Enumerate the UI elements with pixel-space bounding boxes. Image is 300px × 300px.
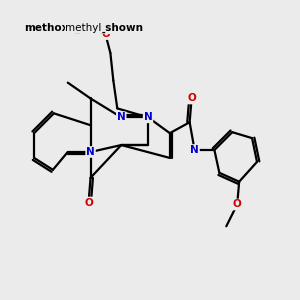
Text: O: O [101,29,110,39]
Text: N: N [117,112,126,122]
Text: O: O [84,197,93,208]
Text: methyl: methyl [65,23,102,33]
Text: O: O [233,200,242,209]
Text: O: O [187,94,196,103]
Text: N: N [144,112,152,122]
Text: N: N [190,145,199,155]
Text: methoxy_not_shown: methoxy_not_shown [24,23,143,33]
Text: N: N [86,147,95,157]
